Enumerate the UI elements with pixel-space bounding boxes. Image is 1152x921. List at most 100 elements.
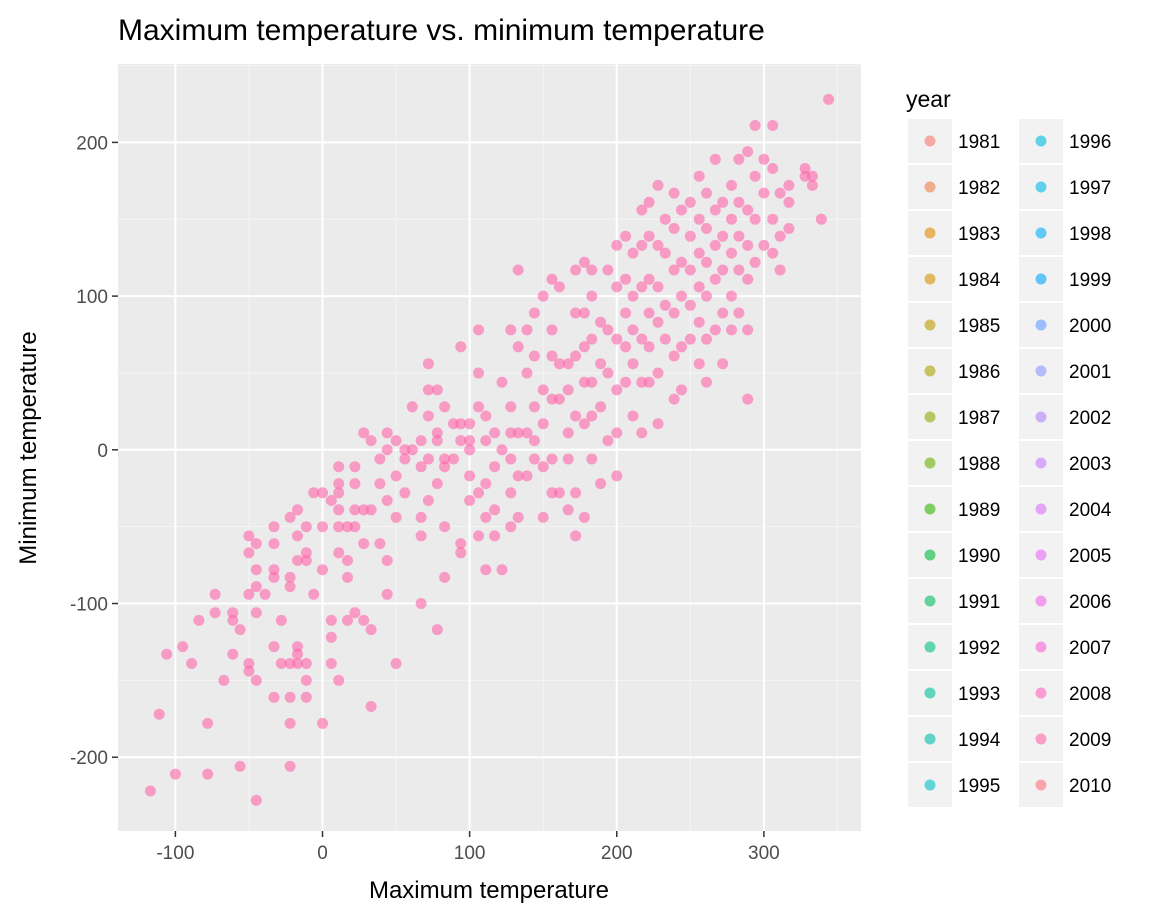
legend-label: 1988	[958, 454, 1000, 475]
data-point	[333, 674, 345, 686]
data-point	[512, 264, 524, 276]
data-point	[473, 324, 484, 336]
data-point	[578, 307, 590, 319]
data-point	[684, 196, 696, 208]
data-point	[693, 170, 705, 182]
x-tick-label: 0	[317, 843, 328, 864]
data-point	[693, 247, 705, 259]
data-point	[284, 571, 296, 583]
data-point	[268, 641, 280, 653]
data-point	[292, 504, 303, 516]
data-point	[659, 213, 671, 225]
data-point	[578, 511, 590, 523]
data-point	[668, 264, 680, 276]
y-axis-ticks: -200 -100 0 100 200	[70, 133, 118, 769]
data-point	[480, 478, 492, 490]
data-point	[570, 530, 582, 542]
legend: year 19811982198319841985198619871988198…	[906, 86, 1112, 807]
data-point	[528, 350, 540, 362]
data-point	[528, 453, 540, 465]
data-point	[636, 427, 648, 439]
legend-swatch	[924, 503, 936, 515]
data-point	[243, 658, 255, 669]
data-point	[300, 547, 312, 559]
data-point	[602, 264, 614, 276]
data-point	[602, 367, 614, 379]
data-point	[325, 614, 337, 626]
x-axis-ticks: -100 0 100 200 300	[156, 831, 780, 864]
data-point	[243, 665, 255, 677]
data-point	[455, 547, 467, 559]
data-point	[480, 435, 492, 447]
data-point	[684, 230, 696, 242]
data-point	[733, 153, 745, 165]
legend-swatch	[1035, 687, 1047, 699]
data-point	[537, 511, 549, 523]
data-point	[243, 530, 255, 542]
legend-swatch	[1035, 779, 1047, 791]
data-point	[537, 461, 549, 473]
legend-swatch	[924, 733, 936, 745]
data-point	[505, 487, 517, 499]
data-point	[709, 324, 721, 336]
x-tick-label: 300	[748, 843, 780, 864]
data-point	[553, 281, 565, 293]
data-point	[578, 341, 590, 353]
data-point	[480, 564, 492, 576]
data-point	[505, 453, 517, 465]
data-point	[528, 307, 540, 319]
data-point	[758, 187, 770, 199]
legend-label: 1992	[958, 638, 1000, 659]
legend-items: 1981 1982 1983 1984 1985 1986 1987 1988 1989 1990…	[908, 119, 1112, 807]
legend-swatch	[924, 641, 936, 653]
data-points	[144, 93, 835, 806]
data-point	[448, 453, 459, 465]
data-point	[317, 487, 328, 499]
data-point	[284, 581, 296, 593]
data-point	[767, 213, 779, 225]
data-point	[186, 658, 198, 669]
data-point	[562, 427, 574, 439]
y-axis-title: Minimum temperature	[15, 331, 42, 564]
legend-label: 2001	[1069, 362, 1111, 383]
data-point	[611, 470, 623, 482]
legend-entry: 1999	[1019, 257, 1111, 301]
legend-label: 1981	[958, 132, 1000, 153]
data-point	[415, 530, 427, 542]
data-point	[742, 239, 754, 251]
data-point	[243, 588, 255, 600]
data-point	[365, 624, 377, 636]
data-point	[268, 571, 280, 583]
data-point	[562, 384, 574, 396]
data-point	[611, 333, 623, 345]
data-point	[546, 350, 558, 362]
data-point	[652, 281, 664, 293]
data-point	[586, 290, 598, 302]
data-point	[620, 376, 632, 388]
data-point	[709, 153, 721, 165]
data-point	[643, 196, 655, 208]
data-point	[292, 648, 303, 660]
legend-entry: 1991	[908, 579, 1000, 623]
data-point	[496, 564, 508, 576]
data-point	[537, 384, 549, 396]
data-point	[300, 691, 312, 703]
data-point	[284, 717, 296, 729]
legend-entry: 1998	[1019, 211, 1111, 255]
data-point	[652, 316, 664, 328]
data-point	[381, 495, 393, 506]
data-point	[693, 213, 705, 225]
data-point	[553, 358, 565, 370]
data-point	[275, 658, 287, 669]
data-point	[709, 204, 721, 216]
legend-swatch	[924, 549, 936, 561]
data-point	[259, 588, 271, 600]
data-point	[767, 163, 779, 174]
data-point	[439, 401, 451, 413]
legend-swatch	[924, 457, 936, 469]
data-point	[709, 273, 721, 285]
data-point	[505, 401, 517, 413]
data-point	[431, 624, 443, 636]
data-point	[268, 691, 280, 703]
data-point	[643, 307, 655, 319]
